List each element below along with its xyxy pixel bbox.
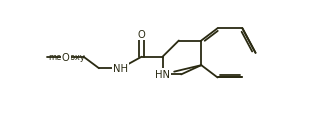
Text: O: O <box>62 52 70 62</box>
Text: O: O <box>138 29 146 39</box>
Text: HN: HN <box>155 70 170 80</box>
Text: NH: NH <box>113 64 128 74</box>
Text: methoxy: methoxy <box>49 53 85 62</box>
